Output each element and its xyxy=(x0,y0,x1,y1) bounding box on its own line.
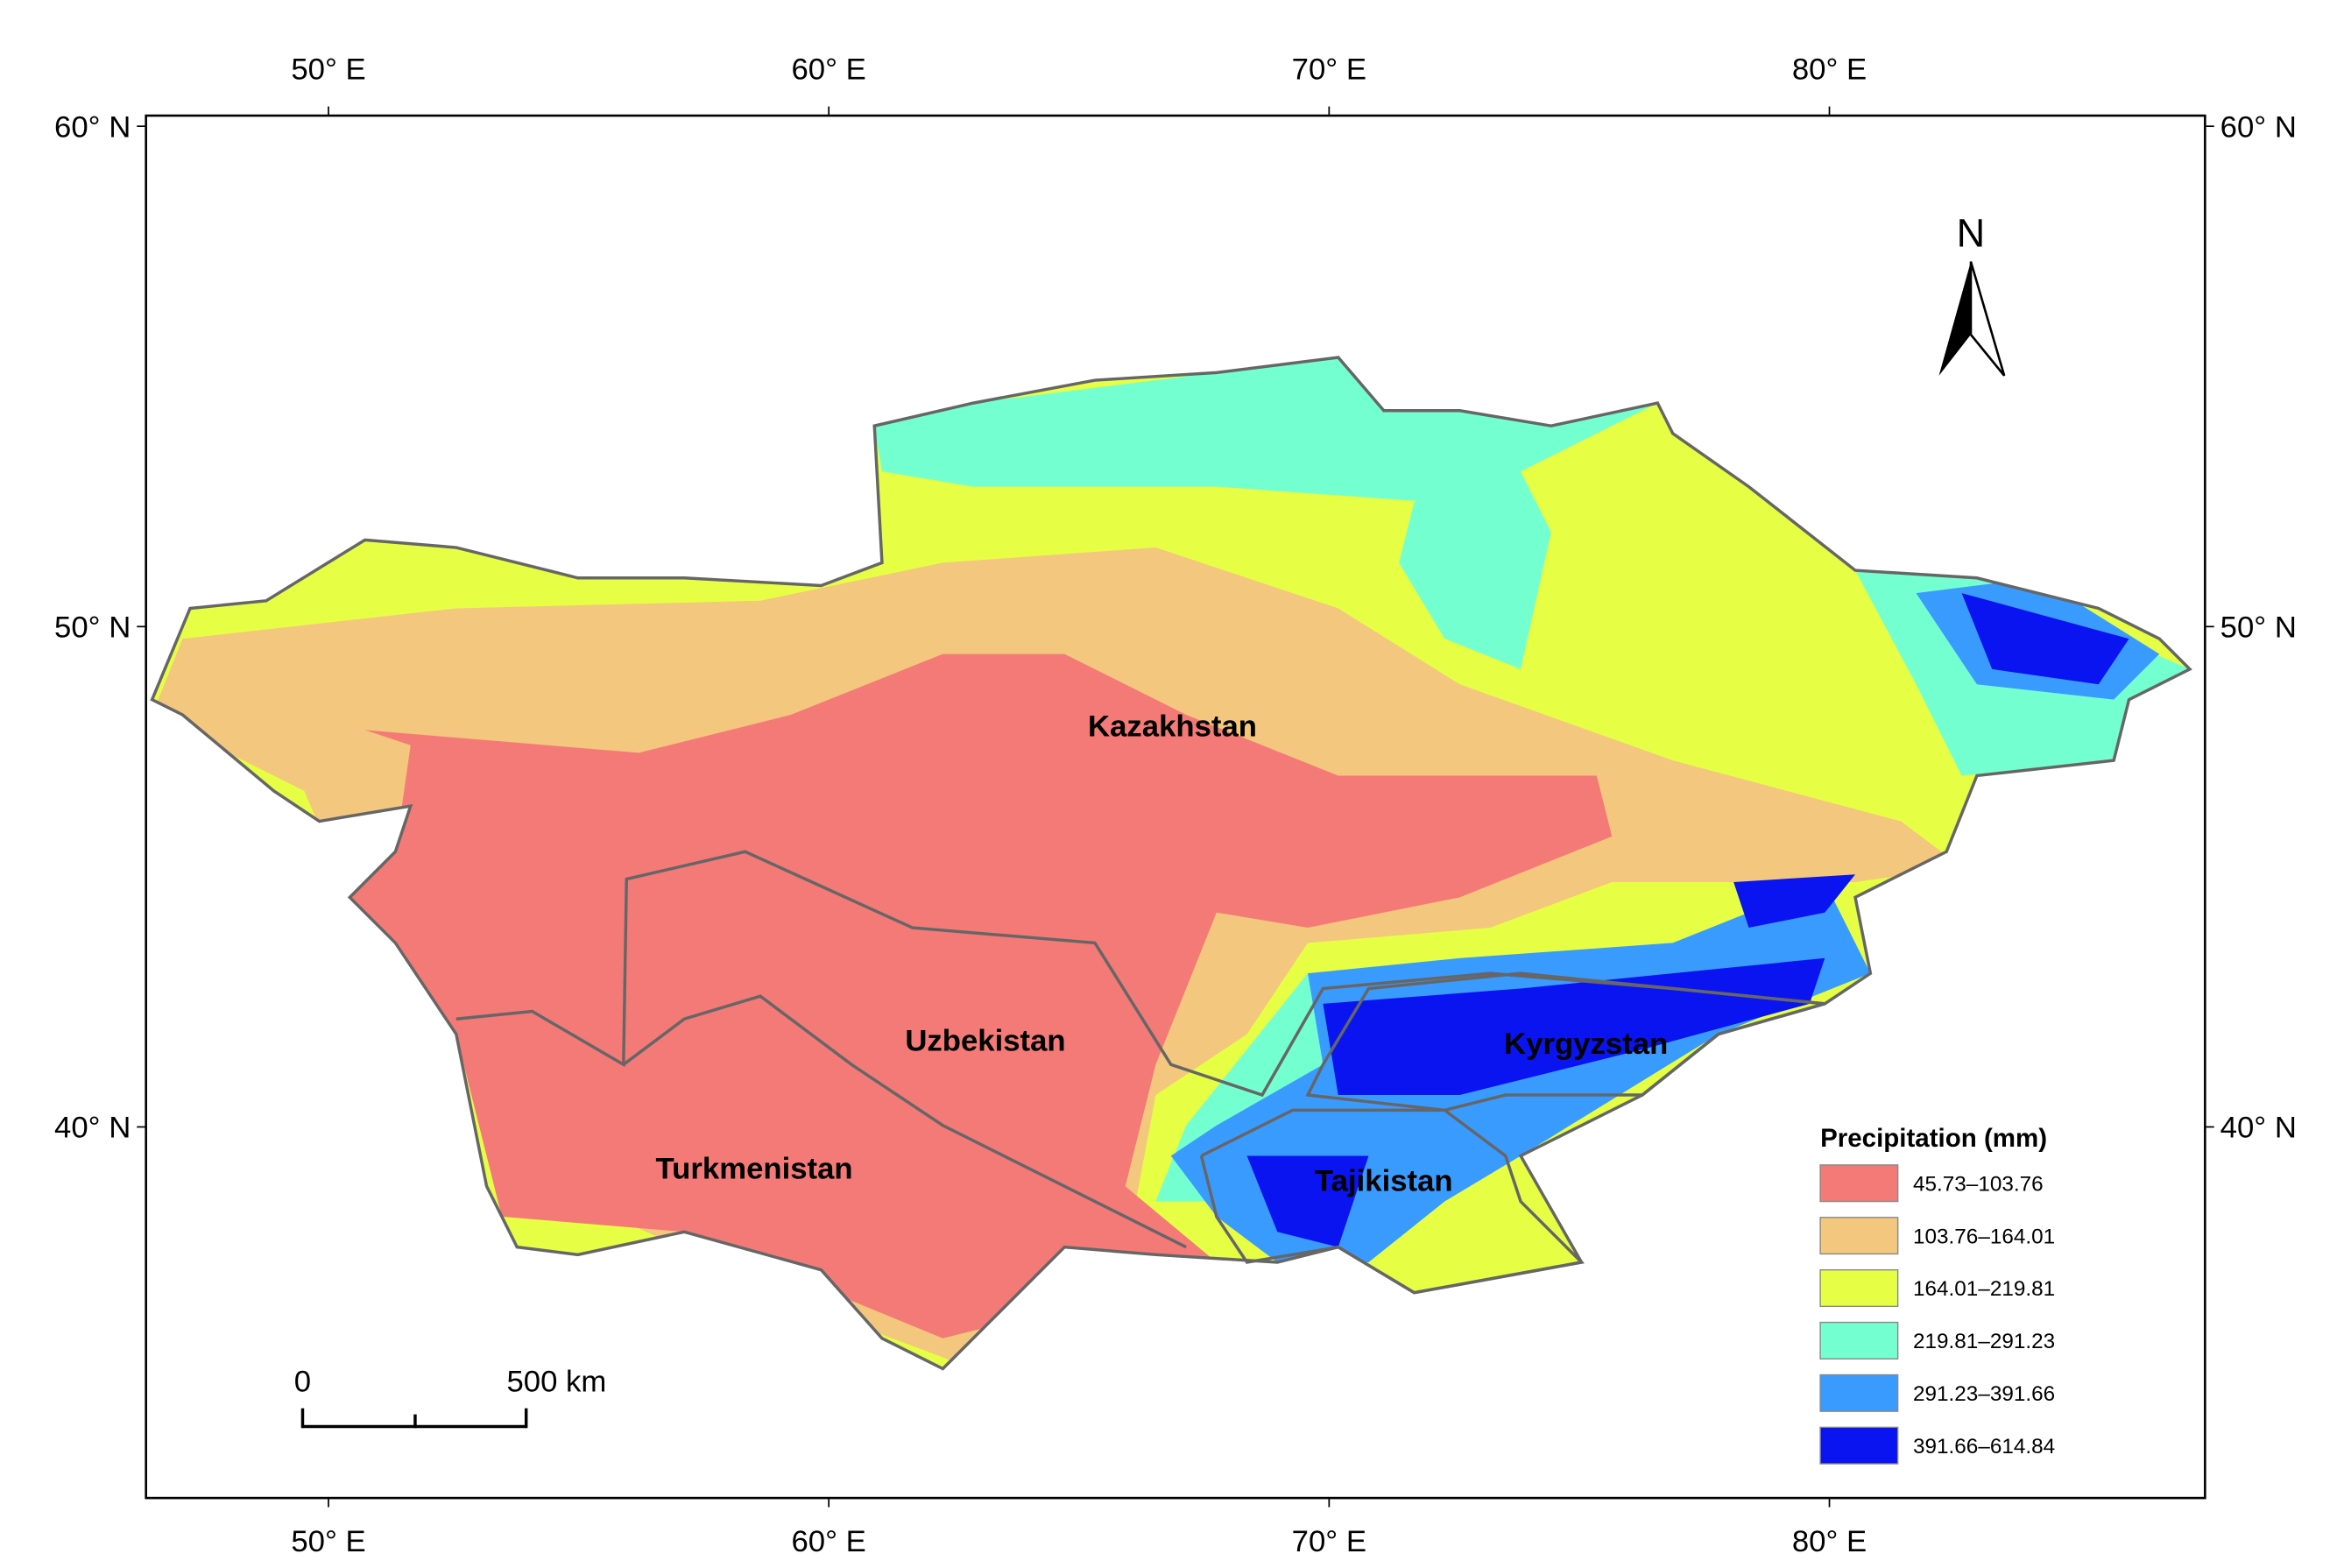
country-border xyxy=(1305,971,1825,1112)
country-border xyxy=(1199,1108,1585,1295)
lat-label-left: 60° N xyxy=(54,110,131,144)
country-label: Kyrgyzstan xyxy=(1504,1028,1668,1061)
north-arrow-right xyxy=(1969,261,2006,377)
lon-label-top: 80° E xyxy=(1792,53,1867,86)
legend-label: 45.73–103.76 xyxy=(1913,1172,2044,1196)
scale-bar xyxy=(300,1408,528,1429)
lon-label-top: 60° E xyxy=(792,53,866,86)
scale-start: 0 xyxy=(294,1366,311,1399)
precip-zone xyxy=(1733,874,1856,929)
lon-label-bottom: 50° E xyxy=(291,1525,365,1558)
precip-zone xyxy=(1961,593,2129,685)
outer-border xyxy=(150,356,2192,1371)
legend-swatch xyxy=(1819,1321,1899,1360)
lon-label-top: 50° E xyxy=(291,53,365,86)
legend-swatch xyxy=(1819,1268,1899,1308)
lat-label-right: 40° N xyxy=(2220,1112,2297,1145)
country-label: Turkmenistan xyxy=(656,1153,853,1186)
legend-label: 219.81–291.23 xyxy=(1913,1330,2055,1353)
lat-label-right: 60° N xyxy=(2220,110,2297,144)
lat-label-left: 50° N xyxy=(54,611,131,644)
legend-label: 391.66–614.84 xyxy=(1913,1435,2055,1459)
precip-zone xyxy=(1399,471,1551,669)
country-borders xyxy=(150,356,2192,1371)
precip-zone xyxy=(1246,1155,1369,1247)
precip-zone xyxy=(874,357,1658,502)
precip-zone xyxy=(349,653,1613,1338)
legend-swatch xyxy=(1819,1164,1899,1203)
country-label: Kazakhstan xyxy=(1088,710,1257,743)
country-label: Tajikistan xyxy=(1315,1164,1453,1197)
lat-label-left: 40° N xyxy=(54,1112,131,1145)
legend-label: 164.01–219.81 xyxy=(1913,1277,2055,1301)
lon-label-bottom: 80° E xyxy=(1792,1525,1867,1558)
country-label: Uzbekistan xyxy=(905,1025,1065,1058)
lon-label-bottom: 60° E xyxy=(792,1525,866,1558)
country-border xyxy=(622,994,1187,1249)
lat-label-right: 50° N xyxy=(2220,611,2297,644)
legend-swatch xyxy=(1819,1217,1899,1255)
legend-label: 103.76–164.01 xyxy=(1913,1225,2055,1248)
lon-label-bottom: 70° E xyxy=(1292,1525,1366,1558)
legend-swatch xyxy=(1819,1374,1899,1412)
legend-title: Precipitation (mm) xyxy=(1820,1124,2047,1153)
scale-end: 500 km xyxy=(506,1366,606,1399)
north-label: N xyxy=(1957,210,1986,255)
labels: 50° E 50° E 60° E 60° E 70° E 70° E 80° E 80° E… xyxy=(54,53,2297,1558)
legend-label: 291.23–391.66 xyxy=(1913,1382,2055,1406)
legend-swatch xyxy=(1819,1426,1899,1465)
precipitation-surface xyxy=(152,357,2190,1369)
lon-label-top: 70° E xyxy=(1292,53,1366,86)
